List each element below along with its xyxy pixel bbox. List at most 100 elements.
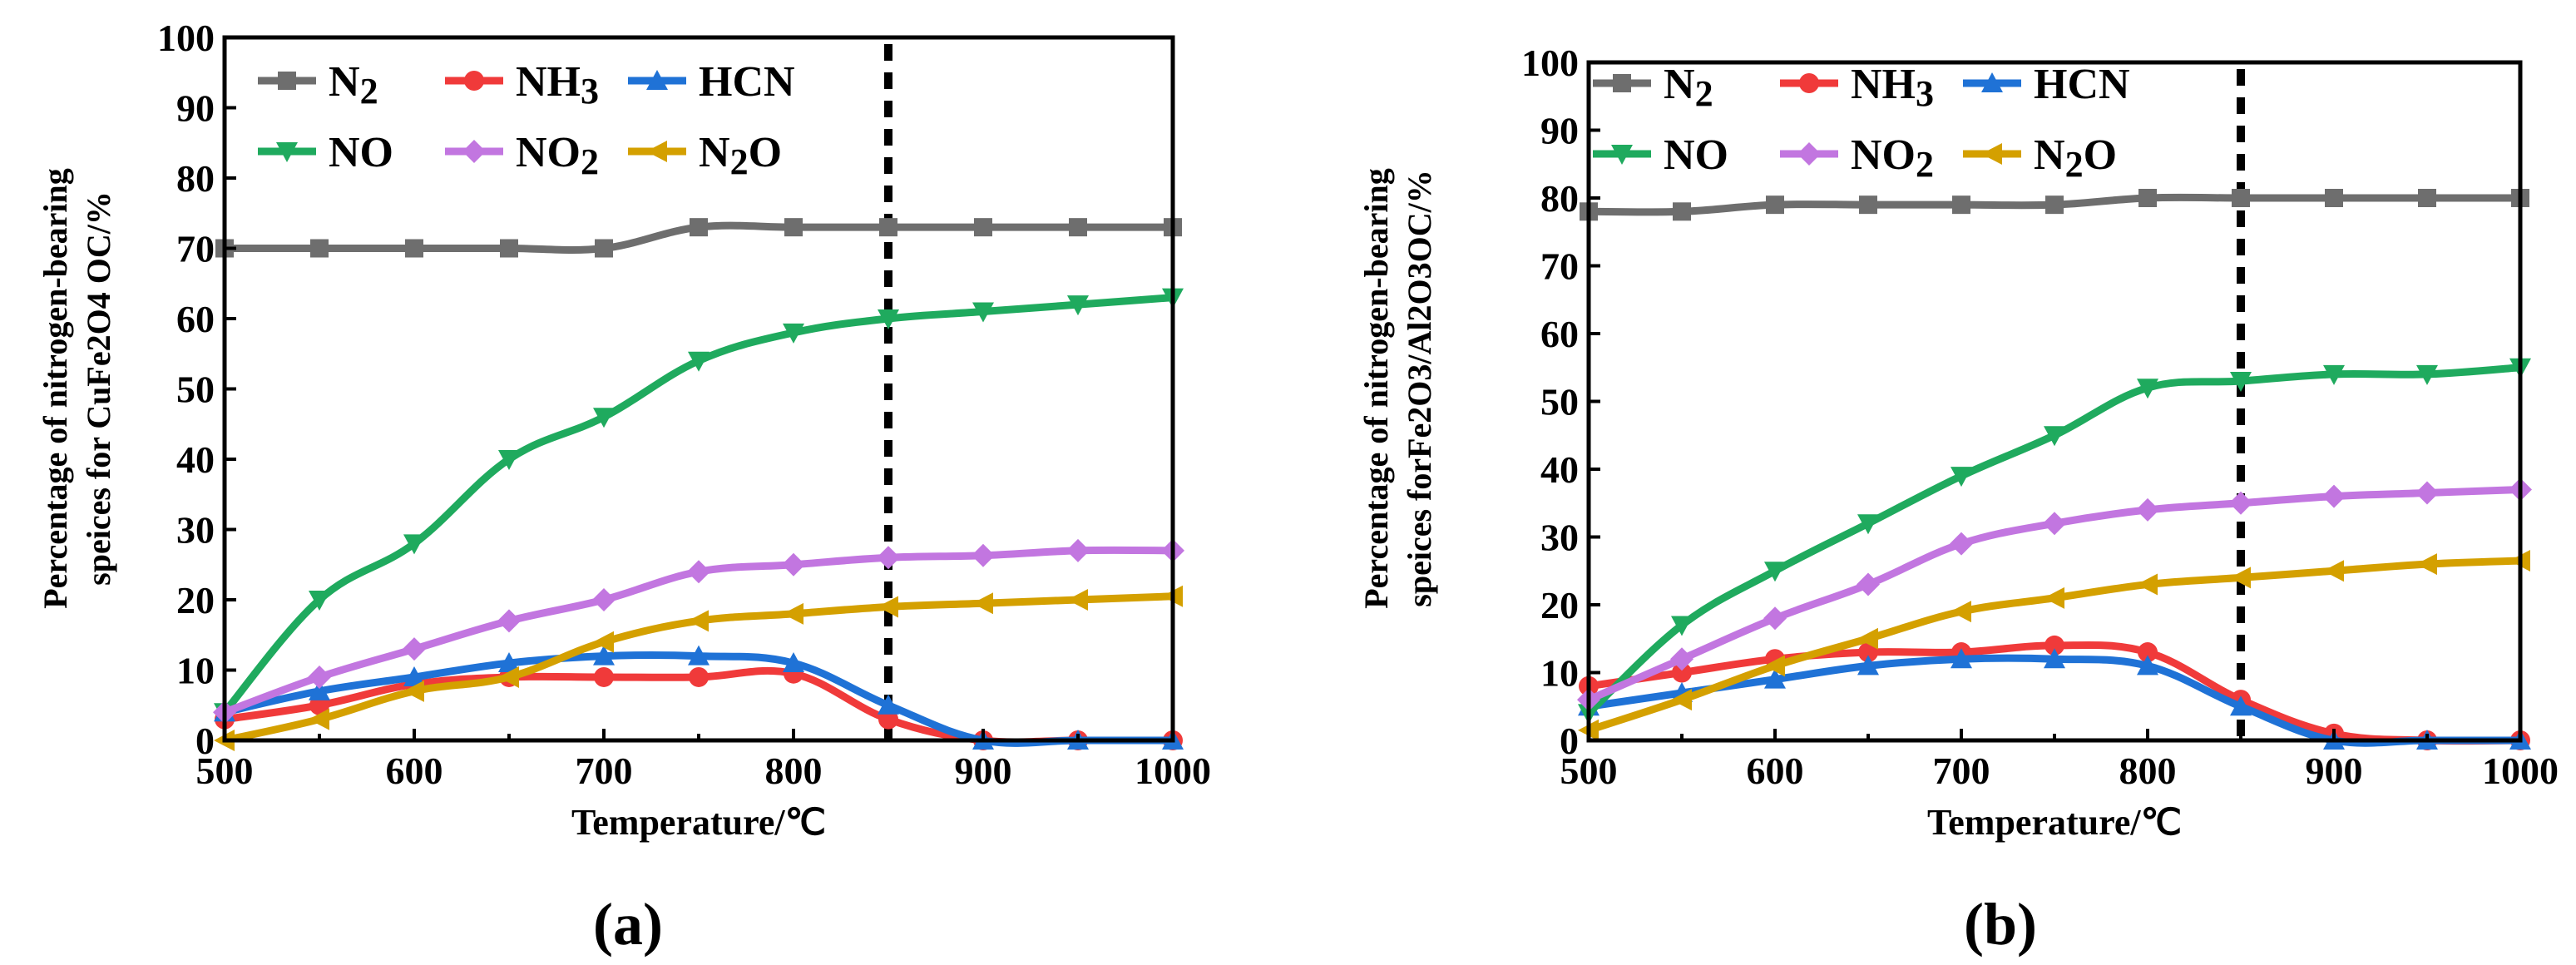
legend-marker (1799, 73, 1819, 93)
data-point (972, 302, 994, 323)
legend-label: N2 (1664, 61, 1713, 114)
data-point (1672, 662, 1692, 683)
legend-label: N2O (2034, 131, 2117, 185)
x-tick-label: 900 (2306, 750, 2363, 792)
y-tick-label: 50 (176, 369, 215, 411)
data-point (1671, 616, 1693, 636)
data-point (972, 543, 995, 567)
series-n2 (1580, 189, 2529, 221)
legend-label: NO2 (516, 129, 599, 182)
data-point (2045, 195, 2064, 215)
data-point (497, 609, 521, 633)
legend-label: NO (1664, 131, 1728, 179)
x-tick-label: 1000 (2482, 750, 2559, 792)
series-n2 (215, 218, 1182, 258)
data-point (500, 239, 518, 258)
data-point (1067, 295, 1089, 316)
data-point (1764, 655, 1785, 677)
data-point (1069, 218, 1087, 237)
y-tick-label: 60 (176, 298, 215, 340)
x-axis-title: Temperature/℃ (571, 802, 826, 843)
y-tick-label: 100 (157, 17, 215, 59)
data-point (690, 218, 708, 237)
chart-panel-a: 500 600 700 800 900 1000 0 10 20 30 40 50 60 70 80 90 10… (37, 17, 1211, 958)
legend-label: N2O (699, 129, 782, 182)
legend-marker (646, 141, 667, 162)
data-point (688, 351, 710, 372)
x-tick-label: 500 (1560, 750, 1618, 792)
legend-item-no: NO (258, 129, 393, 176)
legend-label: NH3 (1851, 61, 1934, 114)
legend-label: NH3 (516, 58, 599, 111)
data-point (2230, 695, 2252, 716)
x-tick-label: 800 (2119, 750, 2177, 792)
legend-marker (278, 72, 296, 90)
series-no (1578, 358, 2531, 725)
data-point (783, 602, 803, 625)
data-point (1950, 532, 1973, 556)
legend-item-no: NO (1593, 131, 1728, 179)
y-tick-label: 10 (1540, 652, 1579, 695)
data-point (688, 645, 710, 666)
data-point (2229, 491, 2252, 515)
data-point (2230, 372, 2252, 393)
data-point (593, 631, 614, 653)
data-point (498, 666, 519, 688)
data-point (1857, 514, 1879, 535)
data-point (2044, 648, 2065, 669)
data-point (877, 546, 900, 570)
data-point (309, 680, 330, 700)
y-tick-label: 30 (1540, 517, 1579, 559)
data-point (2418, 189, 2436, 207)
y-tick-label: 20 (176, 579, 215, 621)
data-point (974, 218, 992, 237)
data-point (1670, 647, 1693, 671)
data-point (2323, 364, 2345, 385)
legend-label: N2 (329, 58, 378, 111)
data-point (403, 637, 426, 661)
y-tick-label: 60 (1540, 313, 1579, 355)
legend-marker (1611, 145, 1633, 165)
legend-item-n2o: N2O (628, 129, 782, 182)
data-point (783, 652, 804, 673)
y-tick-label: 0 (195, 720, 215, 762)
data-point (878, 309, 899, 329)
legend-label: NO2 (1851, 131, 1934, 185)
data-point (2322, 484, 2346, 508)
data-point (594, 666, 614, 687)
legend-item-no2: NO2 (1780, 131, 1934, 185)
data-point (2416, 364, 2438, 385)
data-point (1673, 202, 1691, 221)
data-point (1951, 467, 1972, 487)
y-tick-label: 50 (1540, 381, 1579, 423)
data-point (782, 552, 805, 577)
legend-label: NO (329, 129, 393, 176)
legend-item-hcn: HCN (1963, 61, 2130, 108)
panel-label-b: (b) (1964, 891, 2037, 958)
legend-marker (462, 140, 486, 163)
legend-marker (1613, 74, 1631, 92)
data-point (592, 588, 616, 611)
data-point (1764, 668, 1786, 689)
data-point (2230, 567, 2251, 589)
x-tick-label: 700 (576, 750, 633, 792)
y-tick-label: 90 (176, 87, 215, 130)
legend-item-no2: NO2 (445, 129, 599, 182)
data-point (1763, 606, 1787, 631)
legend-item-n2o: N2O (1963, 131, 2117, 185)
data-point (1951, 601, 1971, 623)
data-point (784, 218, 803, 237)
series-line (221, 294, 1174, 715)
data-point (2415, 481, 2439, 505)
legend-marker (1981, 72, 2003, 92)
data-point (498, 652, 520, 673)
y-axis-title-line-1: Percentage of nitrogen-bearing (1357, 168, 1395, 609)
data-point (403, 534, 425, 555)
legend-label: HCN (699, 58, 795, 106)
data-point (595, 239, 613, 258)
y-tick-label: 90 (1540, 110, 1579, 152)
data-point (1066, 538, 1090, 562)
data-point (2136, 497, 2159, 522)
data-point (2138, 189, 2157, 207)
